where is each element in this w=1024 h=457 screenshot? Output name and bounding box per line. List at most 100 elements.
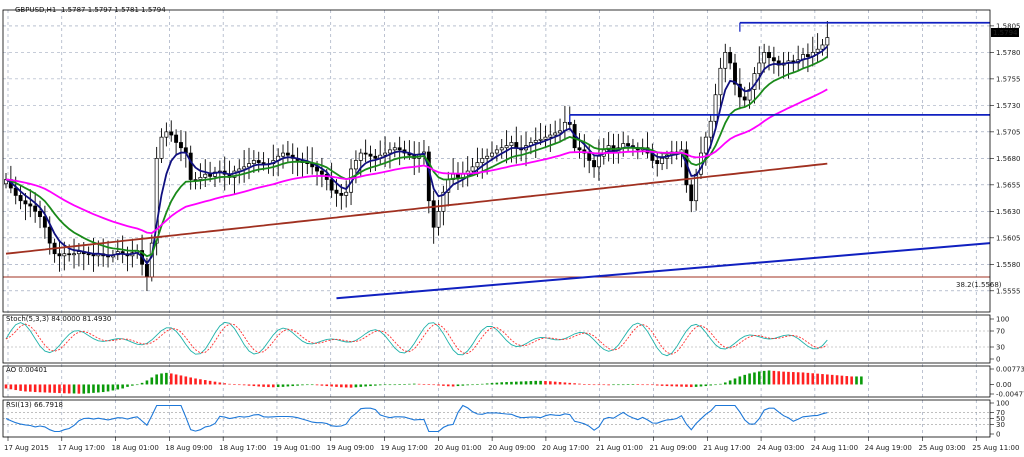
candle-body — [708, 120, 713, 138]
ao-bar — [568, 382, 572, 385]
ao-bar — [247, 384, 251, 386]
ao-bar — [237, 384, 241, 386]
candle-body — [660, 158, 665, 164]
ao-bar — [301, 384, 304, 386]
ao-bar — [621, 384, 625, 386]
ao-bar — [135, 384, 139, 386]
ao-bar — [689, 384, 693, 388]
y-tick-label: 1.5780 — [996, 49, 1021, 57]
candle-body — [368, 153, 373, 157]
ao-bar — [369, 384, 372, 387]
ao-bar — [315, 384, 319, 386]
ao-bar — [374, 384, 377, 386]
candle-body — [23, 200, 28, 205]
ao-bar — [131, 384, 134, 386]
candle-body — [737, 83, 742, 98]
ao-bar — [4, 384, 8, 389]
fib-label: 38.2(1.5568) — [956, 281, 1002, 289]
candle-body — [281, 152, 285, 157]
ao-bar — [743, 374, 747, 385]
ao-bar — [325, 384, 329, 387]
ao-bar — [801, 372, 805, 385]
ao-bar — [553, 381, 557, 385]
candle-body — [490, 152, 494, 157]
candle-body — [91, 254, 96, 257]
ao-bar — [349, 384, 353, 388]
ao-bar — [587, 384, 591, 385]
y-tick-label: 0 — [996, 356, 1000, 364]
ao-bar — [33, 384, 37, 393]
ao-bar — [272, 384, 275, 388]
ao-bar — [160, 373, 163, 385]
ao-bar — [816, 373, 819, 385]
ao-bar — [169, 373, 173, 385]
candle-body — [76, 251, 81, 255]
candle-body — [164, 131, 169, 138]
y-tick-label: 1.5755 — [996, 75, 1021, 83]
candle-body — [815, 48, 820, 53]
ao-bar — [189, 377, 192, 385]
y-tick-label: 70 — [996, 328, 1005, 336]
y-tick-label: 1.5655 — [996, 181, 1021, 189]
ao-bar — [777, 371, 781, 385]
ao-bar — [213, 381, 217, 385]
y-tick-label: 1.5580 — [996, 261, 1021, 269]
candle-body — [203, 173, 208, 178]
stoch-line-1 — [5, 323, 828, 355]
ao-bar — [539, 380, 542, 385]
ao-bar — [617, 384, 620, 386]
ao-bar — [417, 383, 421, 385]
x-tick-label: 24 Aug 11:00 — [811, 444, 858, 452]
x-tick-label: 21 Aug 17:00 — [703, 444, 750, 452]
candle-body — [159, 136, 164, 159]
ao-bar — [203, 380, 207, 385]
y-tick-label: 100 — [996, 400, 1009, 408]
candle-body — [441, 191, 446, 212]
ao-bar — [519, 381, 523, 385]
y-tick-label: -0.00477 — [996, 391, 1024, 399]
ma-line-3 — [5, 162, 828, 255]
candle-body — [805, 54, 810, 57]
y-tick-label: 0 — [996, 431, 1000, 439]
candle-body — [358, 152, 363, 161]
ao-bar — [753, 372, 756, 385]
ao-bar — [310, 384, 314, 386]
candle-body — [596, 155, 601, 168]
y-tick-label: 1.5805 — [996, 22, 1021, 30]
ao-bar — [228, 383, 231, 385]
candle-body — [475, 162, 480, 168]
ao-bar — [24, 384, 27, 392]
ao-label: AO 0.00401 — [6, 366, 47, 374]
ao-bar — [208, 380, 212, 385]
ao-bar — [563, 382, 567, 385]
ao-bar — [403, 384, 406, 385]
ao-bar — [461, 384, 465, 386]
ao-bar — [165, 372, 168, 385]
ao-bar — [860, 376, 863, 385]
ao-bar — [796, 372, 800, 385]
ao-bar — [63, 384, 66, 394]
ao-bar — [393, 384, 397, 386]
y-tick-label: 30 — [996, 344, 1005, 352]
ao-bar — [762, 370, 766, 385]
ao-bar — [709, 384, 712, 386]
candle-body — [72, 253, 76, 256]
candle-body — [86, 253, 91, 256]
ao-bar — [378, 384, 382, 386]
ao-bar — [480, 383, 484, 385]
candle-body — [825, 37, 830, 46]
ao-bar — [646, 384, 649, 386]
main-symbol-label: GBPUSD,H1 — [15, 6, 56, 14]
candle-body — [626, 143, 631, 146]
ao-bar — [544, 381, 547, 385]
x-tick-label: 17 Aug 17:00 — [58, 444, 105, 452]
candle-body — [334, 189, 339, 194]
ao-bar — [636, 384, 640, 385]
candle-body — [18, 195, 23, 202]
ao-bar — [101, 384, 105, 393]
ao-bar — [408, 383, 411, 385]
candle-body — [344, 191, 349, 196]
last-price-label: 1.5794 — [993, 29, 1018, 37]
x-tick-label: 21 Aug 01:00 — [596, 444, 643, 452]
y-tick-label: 50 — [996, 415, 1005, 423]
